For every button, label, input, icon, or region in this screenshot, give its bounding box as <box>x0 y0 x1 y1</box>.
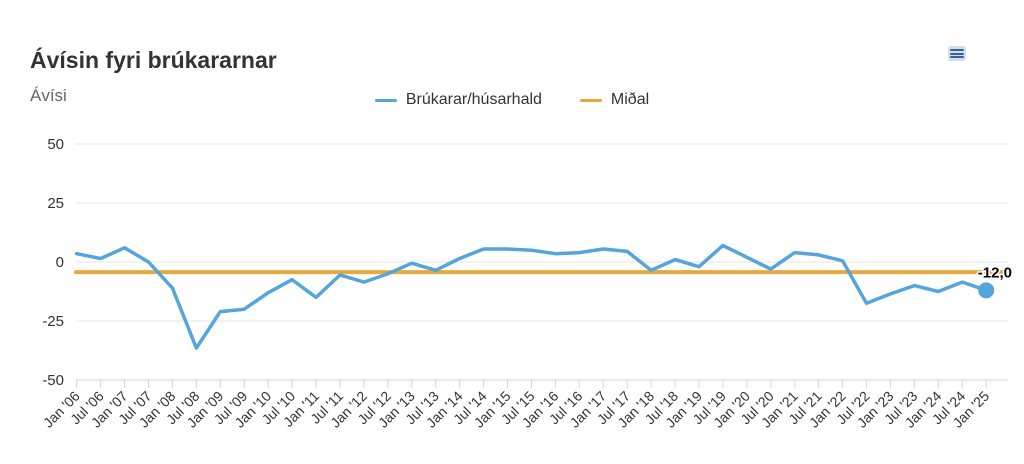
chart-subtitle: Ávísi <box>30 86 67 105</box>
legend-line-swatch-orange <box>579 98 602 102</box>
last-value-label: -12,0 <box>978 264 1012 281</box>
hamburger-menu-icon[interactable] <box>948 46 966 61</box>
legend-item-midal[interactable]: Miðal <box>579 91 650 109</box>
legend-item-brukarar[interactable]: Brúkarar/húsarhald <box>374 91 542 109</box>
y-axis-label: 50 <box>47 136 64 153</box>
legend-label: Miðal <box>610 91 650 108</box>
y-axis-label: -50 <box>42 372 64 389</box>
last-point-marker[interactable] <box>978 282 995 299</box>
legend: Brúkarar/húsarhald Miðal <box>0 91 1024 109</box>
y-axis-label: 0 <box>56 254 64 271</box>
y-axis-label: -25 <box>42 313 64 330</box>
legend-line-swatch-blue <box>374 98 397 102</box>
y-axis-label: 25 <box>47 195 64 212</box>
chart-title: Ávísin fyri brúkararnar <box>30 47 277 73</box>
legend-label: Brúkarar/húsarhald <box>405 91 542 108</box>
series-line-brukarar[interactable] <box>74 243 988 350</box>
